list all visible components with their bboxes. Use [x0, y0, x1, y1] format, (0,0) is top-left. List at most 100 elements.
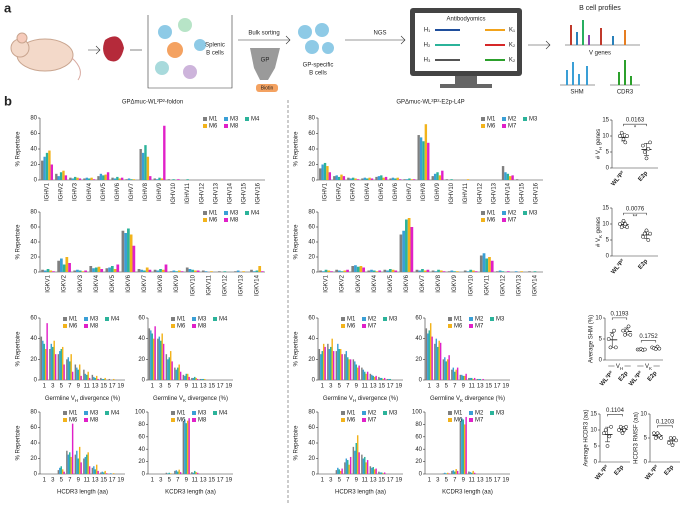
bar [203, 378, 206, 380]
x-tick-label: IGKV14 [255, 274, 261, 296]
vgenes-label: V genes [589, 51, 611, 57]
bar [418, 270, 422, 272]
bar [103, 472, 105, 474]
bar [382, 378, 384, 380]
bar [369, 373, 372, 380]
data-point [623, 222, 628, 226]
bar [463, 270, 467, 272]
bar [373, 376, 376, 380]
bar [116, 264, 120, 272]
bar [95, 464, 98, 474]
y-tick-label: 80 [138, 422, 145, 428]
data-point [602, 431, 606, 436]
gp-specific-label: B cells [309, 71, 327, 77]
x-axis-label: Germline VK divergence (%) [153, 396, 228, 403]
y-tick-label: 60 [30, 425, 37, 431]
bar [319, 168, 322, 180]
x-tick-label: IGKV12 [222, 274, 228, 296]
bar [448, 355, 450, 380]
x-tick-label: IGKV1 [324, 274, 330, 292]
bar [479, 255, 483, 272]
bar [345, 458, 348, 474]
chart-title: GPΔmuc-WL²P²-foldon [122, 100, 183, 106]
bar [366, 371, 369, 380]
x-tick-label: WL²P² [610, 170, 627, 188]
bar [113, 178, 117, 180]
bar [80, 375, 82, 380]
bar [165, 472, 168, 474]
bar [471, 472, 473, 474]
bar [446, 472, 449, 474]
legend-label: M2 [508, 211, 517, 217]
bar [61, 346, 64, 380]
x-tick-label: 5 [60, 478, 64, 484]
legend-swatch [84, 418, 88, 422]
x-axis-label: HCDR3 length (aa) [335, 490, 386, 496]
legend-swatch [171, 324, 175, 328]
x-tick-label: IGHV9 [157, 182, 163, 201]
bar [347, 177, 350, 180]
bar [201, 378, 203, 380]
bar [335, 470, 338, 474]
legend-swatch [203, 117, 207, 121]
bar [339, 470, 342, 474]
shm-label: SHM [570, 90, 583, 96]
legend-swatch [84, 324, 88, 328]
bar [165, 354, 168, 380]
bar [349, 178, 352, 180]
x-axis-label: KCDR3 length (aa) [442, 490, 493, 496]
p-value: 0.0163 [626, 118, 645, 124]
x-tick-label: 7 [346, 478, 350, 484]
y-tick-label: 0 [599, 358, 603, 364]
bar [482, 378, 484, 380]
y-tick-label: 60 [415, 316, 422, 322]
biotin-tag [256, 84, 278, 92]
bar [108, 378, 111, 380]
y-tick-label: 0 [34, 270, 38, 276]
bar [511, 175, 514, 180]
bar [361, 367, 363, 380]
bar [111, 177, 114, 180]
bar [143, 270, 146, 272]
bar [472, 378, 474, 380]
bar [50, 343, 53, 380]
x-axis-label-part: divergence (%) [463, 396, 505, 402]
legend-label: M1 [347, 411, 356, 417]
bar [62, 170, 65, 180]
bar [194, 470, 196, 474]
bar [67, 454, 70, 474]
y-axis-label-part: genes [596, 129, 602, 147]
x-tick-label: 13 [200, 384, 207, 390]
y-tick-label: 20 [415, 357, 422, 363]
bar [179, 472, 182, 474]
bar [64, 175, 68, 180]
x-axis-label: HCDR3 length (aa) [57, 490, 108, 496]
legend-swatch [469, 418, 473, 422]
sorting-label: Bulk sorting [248, 31, 279, 37]
gp-trimer [250, 48, 280, 80]
data-point [617, 428, 621, 432]
legend-label: M7 [368, 418, 377, 424]
legend-swatch [362, 418, 366, 422]
bar [52, 271, 55, 272]
bar [61, 469, 64, 474]
x-tick-label: IGHV6 [115, 182, 121, 201]
data-point [648, 231, 652, 236]
y-tick-label: 20 [30, 357, 37, 363]
bar [321, 164, 324, 180]
y-tick-label: 5 [644, 436, 648, 442]
legend-label: M6 [69, 324, 78, 330]
bar [436, 172, 439, 180]
legend-label: M6 [454, 324, 463, 330]
y-axis-label-part: K [598, 235, 603, 238]
x-axis-label-part: divergence (%) [356, 396, 398, 402]
bar [70, 354, 72, 380]
x-tick-label: IGKV10 [190, 274, 196, 296]
bar [506, 173, 510, 180]
bar [195, 472, 197, 474]
bar [152, 338, 155, 380]
data-point [626, 324, 631, 329]
subgroup-label: VH [616, 364, 623, 371]
bar [426, 269, 430, 272]
data-point [625, 134, 629, 138]
